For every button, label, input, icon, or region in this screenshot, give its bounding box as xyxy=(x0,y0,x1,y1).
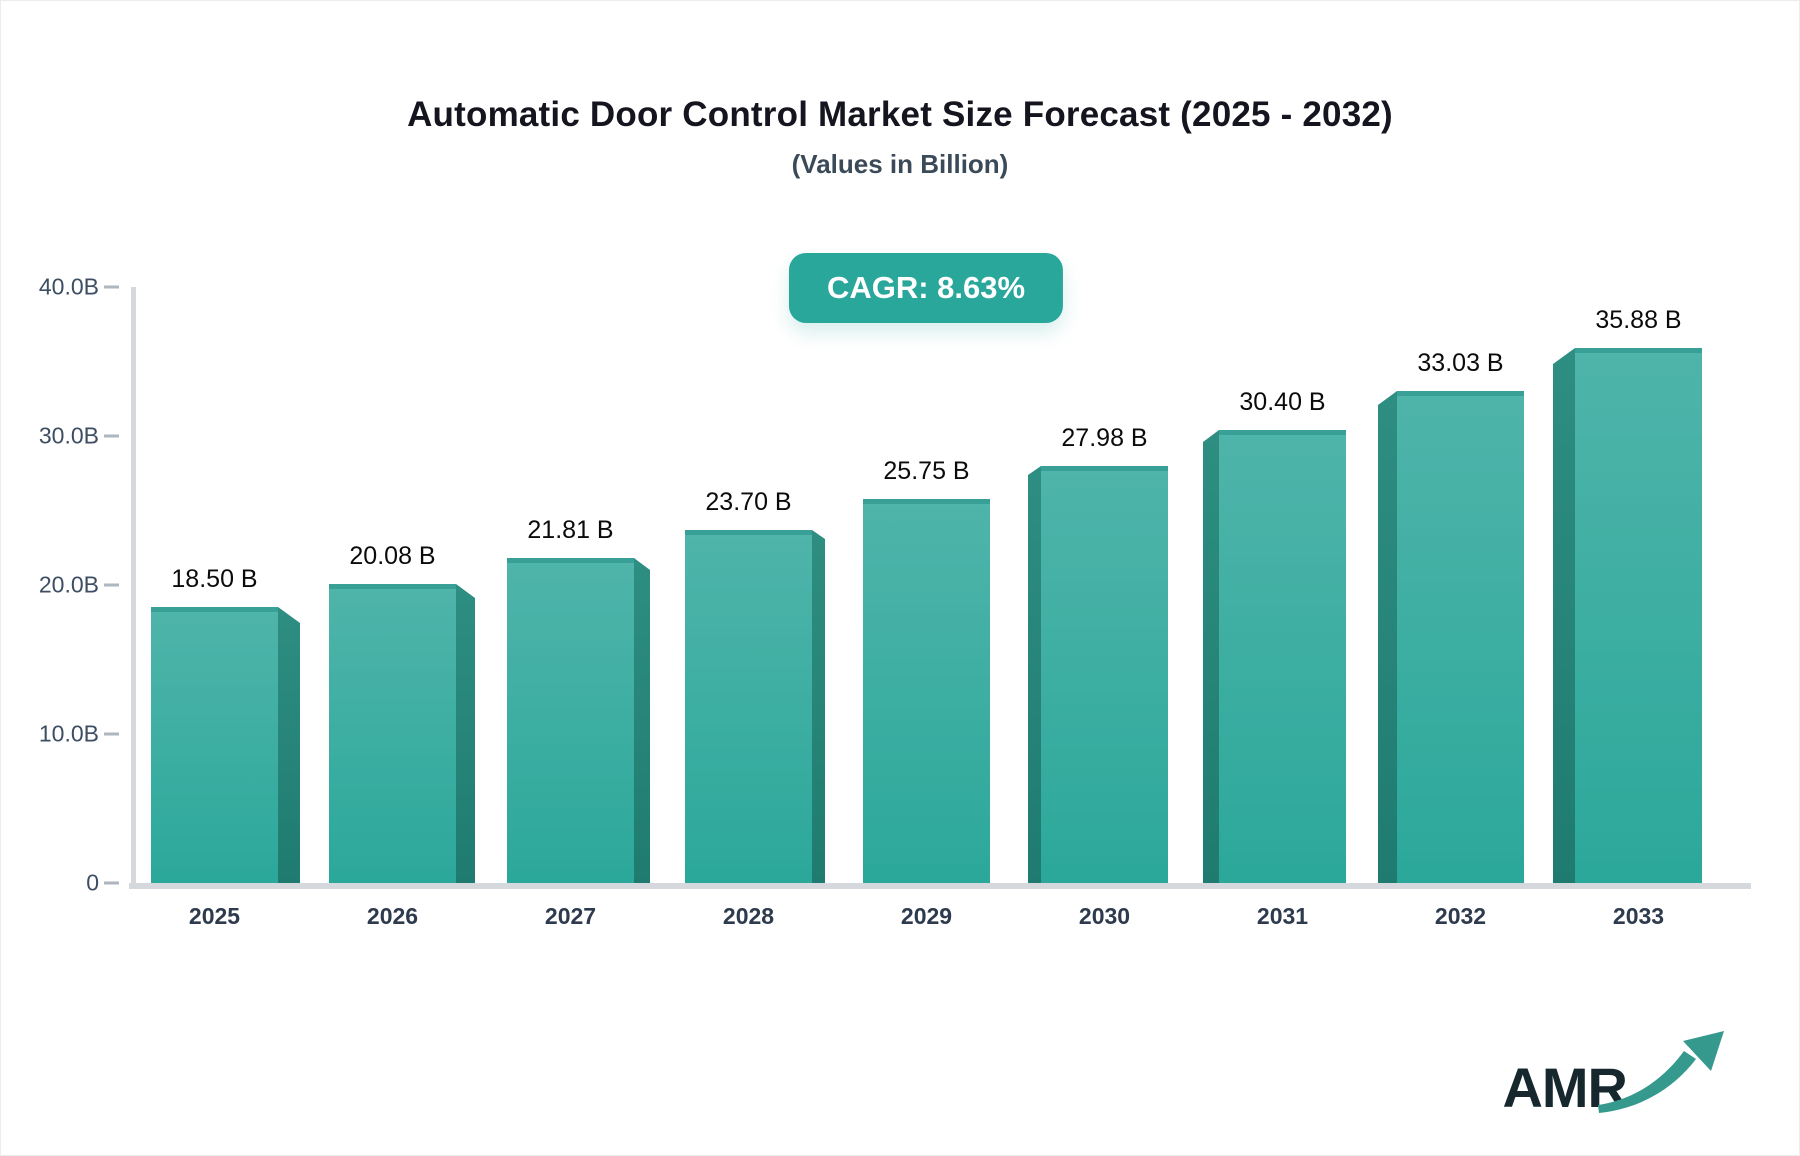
bar-value-label: 30.40 B xyxy=(1239,388,1326,416)
bar-value-label: 20.08 B xyxy=(349,542,436,570)
bar-2029 xyxy=(863,499,990,883)
bar-2026 xyxy=(329,584,456,883)
y-tick-label: 20.0B xyxy=(38,571,99,598)
y-tick-dash xyxy=(104,732,119,736)
bar-2030-side-face xyxy=(1028,466,1041,883)
bar-2025 xyxy=(151,607,278,883)
y-tick-dash xyxy=(104,285,119,289)
x-axis-label-2026: 2026 xyxy=(366,903,419,929)
x-axis-label-2030: 2030 xyxy=(1078,903,1131,929)
bar-value-label: 33.03 B xyxy=(1417,349,1504,377)
x-axis-baseline xyxy=(129,883,1751,889)
bar-2027-side-face xyxy=(634,558,650,883)
x-axis-label-2029: 2029 xyxy=(900,903,953,929)
bar-value-label: 18.50 B xyxy=(171,565,258,593)
bar-value-label: 35.88 B xyxy=(1595,306,1682,334)
growth-arrow-icon xyxy=(1598,1031,1724,1113)
bar-2031 xyxy=(1219,430,1346,883)
bar-2028-side-face xyxy=(812,530,825,883)
y-tick-label: 30.0B xyxy=(38,422,99,449)
x-axis-label-2032: 2032 xyxy=(1434,903,1487,929)
bar-2028 xyxy=(685,530,812,883)
bar-2027 xyxy=(507,558,634,883)
y-tick-dash xyxy=(104,434,119,438)
bar-value-label: 25.75 B xyxy=(883,457,970,485)
chart-title: Automatic Door Control Market Size Forec… xyxy=(407,95,1393,134)
x-axis-label-2028: 2028 xyxy=(722,903,775,929)
y-tick-label: 10.0B xyxy=(38,720,99,747)
bar-2025-side-face xyxy=(278,607,300,883)
x-axis-label-2031: 2031 xyxy=(1256,903,1309,929)
y-axis-line xyxy=(131,287,136,883)
bar-value-label: 23.70 B xyxy=(705,488,792,516)
x-axis-label-2027: 2027 xyxy=(544,903,597,929)
y-tick-label: 0 xyxy=(86,869,99,896)
bar-2033-side-face xyxy=(1553,348,1575,883)
bar-2033 xyxy=(1575,348,1702,883)
bar-2030 xyxy=(1041,466,1168,883)
chart-subtitle: (Values in Billion) xyxy=(791,149,1009,179)
bar-value-label: 21.81 B xyxy=(527,516,614,544)
bar-2031-side-face xyxy=(1203,430,1219,883)
x-axis-label-2025: 2025 xyxy=(188,903,241,929)
y-tick-dash xyxy=(104,583,119,587)
bar-value-label: 27.98 B xyxy=(1061,424,1148,452)
bar-2032-side-face xyxy=(1378,391,1397,883)
bar-2026-side-face xyxy=(456,584,475,883)
cagr-badge: CAGR: 8.63% xyxy=(788,253,1064,323)
y-tick-dash xyxy=(104,881,119,885)
bar-2032 xyxy=(1397,391,1524,883)
amr-logo: AMR xyxy=(1502,1027,1727,1115)
y-tick-label: 40.0B xyxy=(38,273,99,300)
x-axis-label-2033: 2033 xyxy=(1612,903,1665,929)
